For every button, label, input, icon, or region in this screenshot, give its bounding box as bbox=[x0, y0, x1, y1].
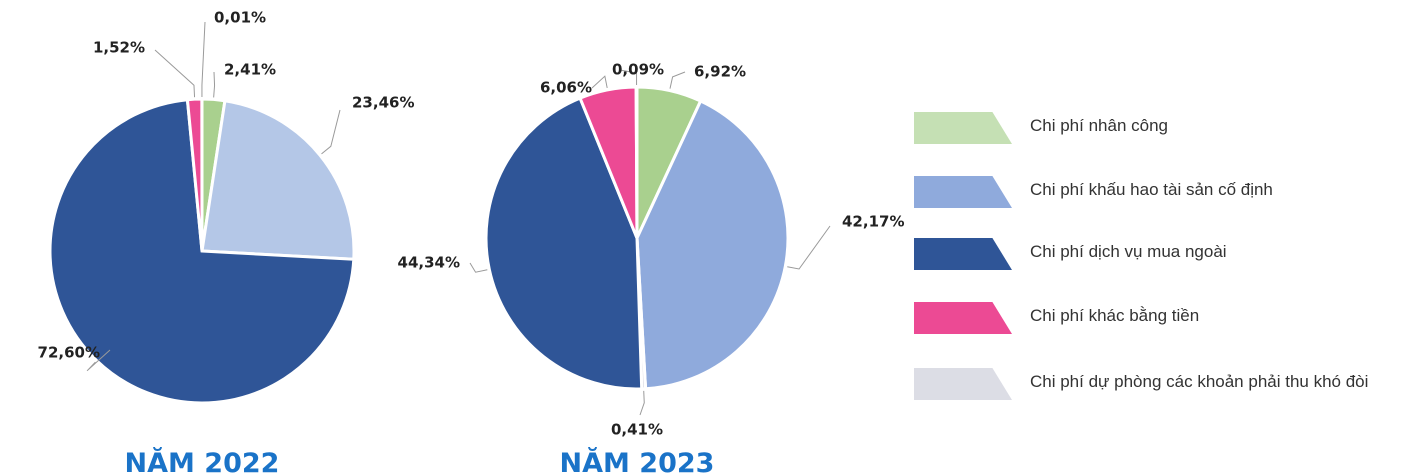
leader-line bbox=[591, 75, 608, 89]
leader-line bbox=[787, 225, 831, 270]
leader-line bbox=[469, 262, 488, 273]
legend-swatch bbox=[914, 302, 1012, 334]
legend-label: Chi phí nhân công bbox=[1030, 116, 1168, 135]
legend-item: Chi phí nhân công bbox=[914, 112, 1390, 144]
data-label: 0,41% bbox=[611, 421, 663, 439]
data-label: 6,06% bbox=[540, 79, 592, 97]
leader-line bbox=[321, 109, 341, 155]
leader-line bbox=[669, 71, 686, 89]
pie-slice bbox=[634, 85, 639, 239]
pie-slice bbox=[484, 96, 644, 391]
data-label: 23,46% bbox=[352, 94, 414, 112]
legend-label: Chi phí dự phòng các khoản phải thu khó … bbox=[1030, 372, 1369, 391]
data-label: 72,60% bbox=[38, 344, 100, 362]
chart-title: NĂM 2023 bbox=[560, 447, 715, 475]
leader-line bbox=[213, 71, 216, 98]
leader-line bbox=[201, 21, 206, 98]
data-label: 1,52% bbox=[93, 39, 145, 57]
legend-swatch bbox=[914, 112, 1012, 144]
pie-slice bbox=[200, 99, 356, 261]
legend-swatch bbox=[914, 238, 1012, 270]
data-label: 0,09% bbox=[612, 61, 664, 79]
legend-swatch bbox=[914, 176, 1012, 208]
data-label: 2,41% bbox=[224, 61, 276, 79]
data-label: 0,01% bbox=[214, 9, 266, 27]
legend-label: Chi phí dịch vụ mua ngoài bbox=[1030, 242, 1227, 261]
leader-line bbox=[154, 49, 196, 98]
data-label: 44,34% bbox=[398, 254, 460, 272]
legend-item: Chi phí khác bằng tiền bbox=[914, 302, 1390, 334]
chart-title: NĂM 2022 bbox=[125, 447, 280, 475]
pie-slice bbox=[48, 98, 356, 405]
legend-swatch bbox=[914, 368, 1012, 400]
legend-label: Chi phí khấu hao tài sản cố định bbox=[1030, 180, 1273, 199]
legend-item: Chi phí dịch vụ mua ngoài bbox=[914, 238, 1390, 270]
data-label: 42,17% bbox=[842, 213, 904, 231]
legend-label: Chi phí khác bằng tiền bbox=[1030, 306, 1200, 325]
legend-item: Chi phí khấu hao tài sản cố định bbox=[914, 176, 1390, 208]
leader-line bbox=[639, 390, 645, 416]
legend-item: Chi phí dự phòng các khoản phải thu khó … bbox=[914, 368, 1390, 400]
leader-line bbox=[86, 349, 111, 372]
data-label: 6,92% bbox=[694, 63, 746, 81]
leader-line bbox=[619, 69, 638, 86]
pie-slice bbox=[635, 99, 790, 391]
